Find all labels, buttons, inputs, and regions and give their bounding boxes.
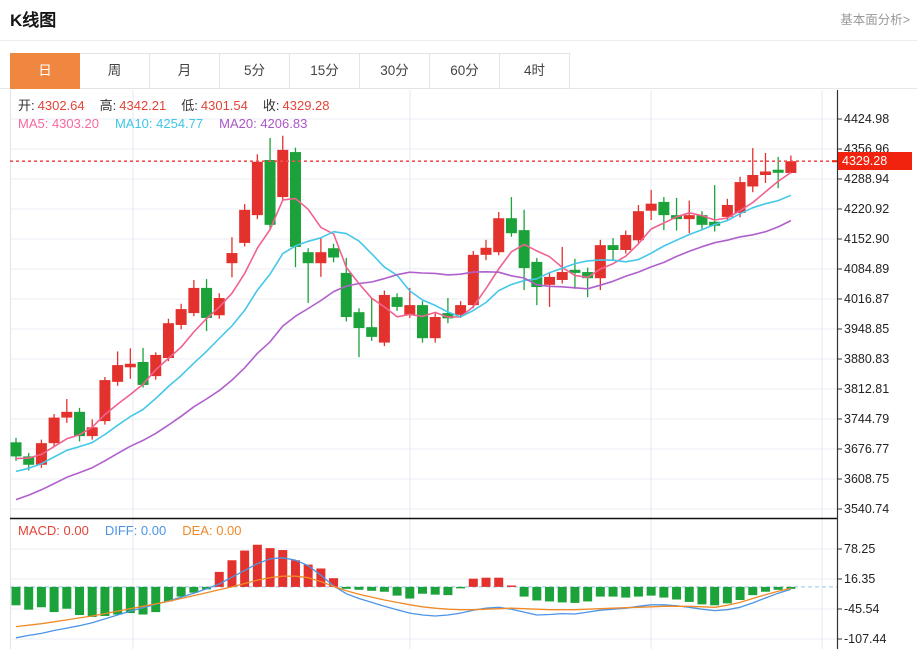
ma-info-row: MA5: 4303.20 MA10: 4254.77 MA20: 4206.83: [18, 116, 323, 131]
price-axis-tick-label: 4016.87: [844, 292, 890, 306]
tab-周[interactable]: 周: [80, 53, 150, 89]
page-title: K线图: [10, 11, 57, 30]
interval-tabbar: 日周月 5分 15分 30分 60分 4时: [10, 53, 570, 89]
price-axis-tick-label: 3676.77: [844, 442, 890, 456]
ohlc-label: 开:: [18, 98, 35, 113]
ohlc-value: 4302.64: [37, 98, 85, 113]
tab-5分[interactable]: 5分: [220, 53, 290, 89]
macd-axis-tick-label: -107.44: [844, 632, 887, 646]
macd-axis-tick-label: -45.54: [844, 602, 880, 616]
last-price-value: 4329.28: [842, 154, 888, 168]
price-axis-tick-label: 3608.75: [844, 472, 890, 486]
candle-layer: [10, 135, 797, 471]
grid-layer: [10, 90, 837, 649]
ohlc-label: 高:: [99, 98, 117, 113]
legend-item: MA20: 4206.83: [219, 116, 308, 131]
axis-layer: [10, 90, 842, 649]
price-axis-tick-label: 3744.79: [844, 412, 890, 426]
tab-日[interactable]: 日: [10, 53, 80, 89]
tab-4时[interactable]: 4时: [500, 53, 570, 89]
ohlc-info-row: 开: 4302.64 高: 4342.21 低: 4301.54 收: 4329.28: [18, 95, 345, 114]
ohlc-value: 4301.54: [200, 98, 248, 113]
tab-60分[interactable]: 60分: [430, 53, 500, 89]
legend-item: MA5: 4303.20: [18, 116, 99, 131]
macd-axis-tick-label: 78.25: [844, 542, 876, 556]
legend-item: DEA: 0.00: [182, 523, 242, 538]
last-price-tag: 4329.28: [838, 152, 912, 170]
price-axis-tick-label: 4220.92: [844, 202, 890, 216]
macd-info-row: MACD: 0.00 DIFF: 0.00 DEA: 0.00: [18, 523, 258, 538]
ohlc-value: 4342.21: [119, 98, 167, 113]
price-axis-tick-label: 4288.94: [844, 172, 890, 186]
price-axis-tick-label: 4424.98: [844, 112, 890, 126]
ma-layer: [15, 171, 792, 501]
price-axis-tick-label: 3812.81: [844, 382, 890, 396]
fundamental-analysis-link[interactable]: 基本面分析>: [840, 13, 910, 27]
price-axis-tick-label: 3540.74: [844, 502, 890, 516]
price-axis-tick-label: 3880.83: [844, 352, 890, 366]
legend-item: MA10: 4254.77: [114, 116, 204, 131]
header-divider: [0, 40, 917, 41]
legend-item: MACD: 0.00: [18, 523, 89, 538]
price-axis-tick-label: 3948.85: [844, 322, 890, 336]
macd-axis-tick-label: 16.35: [844, 572, 876, 586]
tab-15分[interactable]: 15分: [290, 53, 360, 89]
macd-layer: [10, 544, 837, 639]
ohlc-label: 低:: [181, 98, 198, 113]
legend-item: DIFF: 0.00: [104, 523, 167, 538]
ohlc-value: 4329.28: [282, 98, 330, 113]
price-axis-tick-label: 4084.89: [844, 262, 890, 276]
tab-月[interactable]: 月: [150, 53, 220, 89]
price-axis-tick-label: 4152.90: [844, 232, 890, 246]
ohlc-label: 收:: [262, 98, 280, 113]
tab-30分[interactable]: 30分: [360, 53, 430, 89]
